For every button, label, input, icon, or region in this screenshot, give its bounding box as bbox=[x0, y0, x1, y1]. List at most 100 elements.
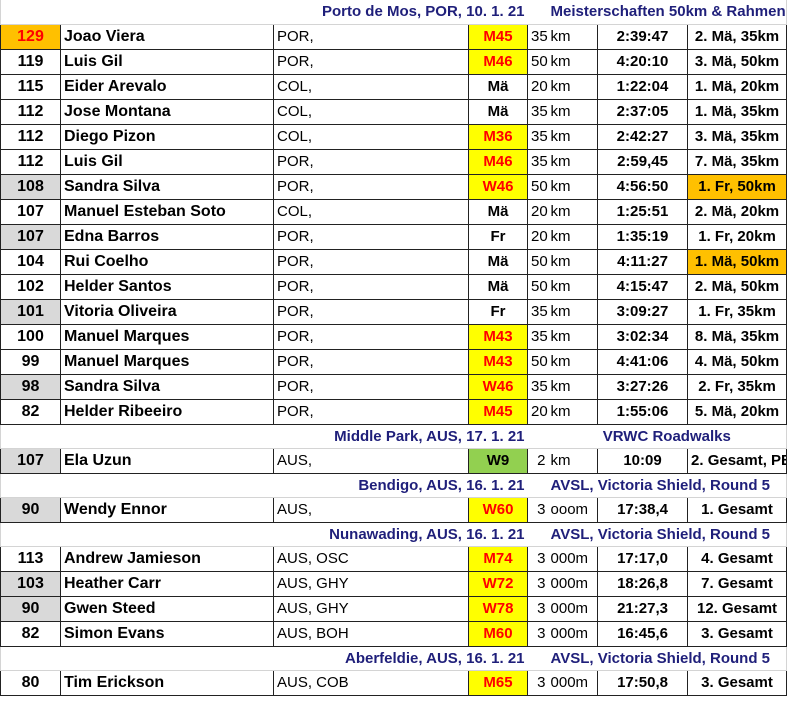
time-cell[interactable]: 3:02:34 bbox=[597, 323, 689, 350]
placing-cell[interactable]: 3. Gesamt bbox=[687, 669, 787, 696]
distance-cell[interactable]: 20 bbox=[527, 223, 548, 250]
unit-cell[interactable]: ooom bbox=[547, 496, 599, 523]
distance-cell[interactable]: 35 bbox=[527, 123, 548, 150]
club-cell[interactable]: COL, bbox=[273, 123, 469, 150]
distance-cell[interactable]: 20 bbox=[527, 198, 548, 225]
athlete-name-cell[interactable]: Gwen Steed bbox=[60, 595, 274, 622]
time-cell[interactable]: 4:15:47 bbox=[597, 273, 689, 300]
distance-cell[interactable]: 20 bbox=[527, 73, 548, 100]
club-cell[interactable]: COL, bbox=[273, 73, 469, 100]
placing-cell[interactable]: 4. Mä, 50km bbox=[687, 348, 787, 375]
category-cell[interactable]: Fr bbox=[467, 298, 529, 325]
rank-cell[interactable]: 113 bbox=[0, 545, 61, 572]
rank-cell[interactable]: 112 bbox=[0, 123, 61, 150]
club-cell[interactable]: AUS, GHY bbox=[273, 595, 469, 622]
athlete-name-cell[interactable]: Helder Ribeeiro bbox=[60, 398, 274, 425]
category-cell[interactable]: M45 bbox=[467, 23, 529, 50]
distance-cell[interactable]: 3 bbox=[527, 570, 548, 597]
distance-cell[interactable]: 50 bbox=[527, 348, 548, 375]
rank-cell[interactable]: 119 bbox=[0, 48, 61, 75]
placing-cell[interactable]: 1. Mä, 20km bbox=[687, 73, 787, 100]
placing-cell[interactable]: 2. Mä, 50km bbox=[687, 273, 787, 300]
time-cell[interactable]: 17:17,0 bbox=[597, 545, 689, 572]
category-cell[interactable]: M46 bbox=[467, 48, 529, 75]
time-cell[interactable]: 10:09 bbox=[597, 447, 689, 474]
placing-cell[interactable]: 7. Gesamt bbox=[687, 570, 787, 597]
placing-cell[interactable]: 7. Mä, 35km bbox=[687, 148, 787, 175]
placing-cell[interactable]: 5. Mä, 20km bbox=[687, 398, 787, 425]
time-cell[interactable]: 16:45,6 bbox=[597, 620, 689, 647]
rank-cell[interactable]: 82 bbox=[0, 398, 61, 425]
unit-cell[interactable]: km bbox=[547, 23, 599, 50]
placing-cell[interactable]: 2. Mä, 35km bbox=[687, 23, 787, 50]
category-cell[interactable]: Mä bbox=[467, 273, 529, 300]
athlete-name-cell[interactable]: Heather Carr bbox=[60, 570, 274, 597]
distance-cell[interactable]: 35 bbox=[527, 148, 548, 175]
distance-cell[interactable]: 50 bbox=[527, 48, 548, 75]
rank-cell[interactable]: 129 bbox=[0, 23, 61, 50]
placing-cell[interactable]: 8. Mä, 35km bbox=[687, 323, 787, 350]
category-cell[interactable]: M74 bbox=[467, 545, 529, 572]
unit-cell[interactable]: km bbox=[547, 348, 599, 375]
distance-cell[interactable]: 2 bbox=[527, 447, 548, 474]
category-cell[interactable]: Mä bbox=[467, 73, 529, 100]
club-cell[interactable]: POR, bbox=[273, 323, 469, 350]
athlete-name-cell[interactable]: Sandra Silva bbox=[60, 173, 274, 200]
distance-cell[interactable]: 35 bbox=[527, 23, 548, 50]
club-cell[interactable]: POR, bbox=[273, 23, 469, 50]
placing-cell[interactable]: 3. Mä, 35km bbox=[687, 123, 787, 150]
rank-cell[interactable]: 99 bbox=[0, 348, 61, 375]
time-cell[interactable]: 2:59,45 bbox=[597, 148, 689, 175]
placing-cell[interactable]: 2. Gesamt, PB bbox=[687, 447, 787, 474]
time-cell[interactable]: 1:22:04 bbox=[597, 73, 689, 100]
time-cell[interactable]: 4:20:10 bbox=[597, 48, 689, 75]
unit-cell[interactable]: km bbox=[547, 223, 599, 250]
club-cell[interactable]: AUS, COB bbox=[273, 669, 469, 696]
rank-cell[interactable]: 80 bbox=[0, 669, 61, 696]
club-cell[interactable]: POR, bbox=[273, 173, 469, 200]
rank-cell[interactable]: 108 bbox=[0, 173, 61, 200]
time-cell[interactable]: 1:35:19 bbox=[597, 223, 689, 250]
category-cell[interactable]: M36 bbox=[467, 123, 529, 150]
category-cell[interactable]: M45 bbox=[467, 398, 529, 425]
unit-cell[interactable]: km bbox=[547, 323, 599, 350]
distance-cell[interactable]: 50 bbox=[527, 248, 548, 275]
time-cell[interactable]: 17:38,4 bbox=[597, 496, 689, 523]
distance-cell[interactable]: 3 bbox=[527, 595, 548, 622]
unit-cell[interactable]: km bbox=[547, 148, 599, 175]
category-cell[interactable]: Mä bbox=[467, 98, 529, 125]
athlete-name-cell[interactable]: Vitoria Oliveira bbox=[60, 298, 274, 325]
placing-cell[interactable]: 2. Fr, 35km bbox=[687, 373, 787, 400]
athlete-name-cell[interactable]: Luis Gil bbox=[60, 148, 274, 175]
distance-cell[interactable]: 35 bbox=[527, 373, 548, 400]
distance-cell[interactable]: 35 bbox=[527, 298, 548, 325]
rank-cell[interactable]: 98 bbox=[0, 373, 61, 400]
placing-cell[interactable]: 1. Mä, 50km bbox=[687, 248, 787, 275]
placing-cell[interactable]: 1. Fr, 35km bbox=[687, 298, 787, 325]
unit-cell[interactable]: km bbox=[547, 123, 599, 150]
category-cell[interactable]: M65 bbox=[467, 669, 529, 696]
distance-cell[interactable]: 3 bbox=[527, 496, 548, 523]
category-cell[interactable]: W78 bbox=[467, 595, 529, 622]
category-cell[interactable]: M43 bbox=[467, 323, 529, 350]
placing-cell[interactable]: 1. Mä, 35km bbox=[687, 98, 787, 125]
time-cell[interactable]: 3:27:26 bbox=[597, 373, 689, 400]
time-cell[interactable]: 2:39:47 bbox=[597, 23, 689, 50]
rank-cell[interactable]: 90 bbox=[0, 595, 61, 622]
distance-cell[interactable]: 20 bbox=[527, 398, 548, 425]
unit-cell[interactable]: 000m bbox=[547, 669, 599, 696]
athlete-name-cell[interactable]: Diego Pizon bbox=[60, 123, 274, 150]
athlete-name-cell[interactable]: Sandra Silva bbox=[60, 373, 274, 400]
club-cell[interactable]: AUS, GHY bbox=[273, 570, 469, 597]
club-cell[interactable]: COL, bbox=[273, 98, 469, 125]
time-cell[interactable]: 1:55:06 bbox=[597, 398, 689, 425]
placing-cell[interactable]: 4. Gesamt bbox=[687, 545, 787, 572]
category-cell[interactable]: M60 bbox=[467, 620, 529, 647]
athlete-name-cell[interactable]: Manuel Marques bbox=[60, 348, 274, 375]
club-cell[interactable]: AUS, OSC bbox=[273, 545, 469, 572]
unit-cell[interactable]: km bbox=[547, 173, 599, 200]
time-cell[interactable]: 4:56:50 bbox=[597, 173, 689, 200]
time-cell[interactable]: 2:37:05 bbox=[597, 98, 689, 125]
placing-cell[interactable]: 1. Fr, 20km bbox=[687, 223, 787, 250]
category-cell[interactable]: Fr bbox=[467, 223, 529, 250]
